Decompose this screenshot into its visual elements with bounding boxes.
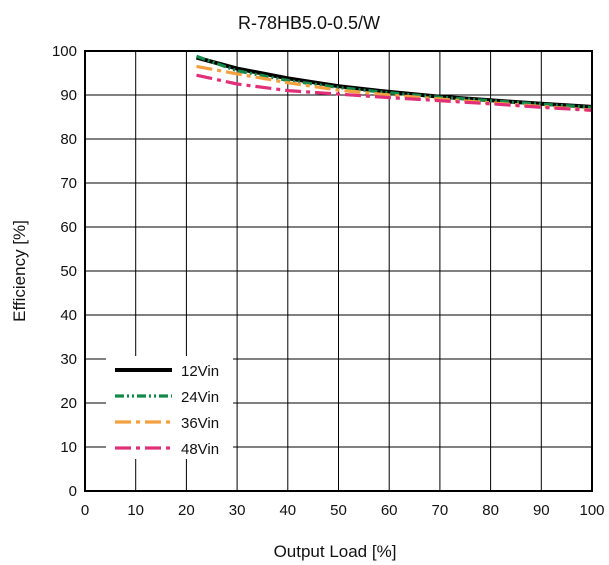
plot-frame <box>84 50 593 492</box>
y-tick-label: 80 <box>60 131 77 148</box>
y-tick-label: 60 <box>60 219 77 236</box>
legend-label: 48Vin <box>181 441 219 458</box>
x-tick-label: 50 <box>330 502 347 519</box>
series-lines <box>195 54 593 112</box>
x-tick-label: 70 <box>432 502 449 519</box>
legend-label: 12Vin <box>181 363 219 380</box>
series-line-48vin <box>196 73 593 112</box>
x-tick-label: 80 <box>482 502 499 519</box>
series-line-24vin <box>195 54 593 109</box>
x-tick-label: 100 <box>579 502 604 519</box>
x-tick-label: 0 <box>81 502 89 519</box>
legend-label: 36Vin <box>181 415 219 432</box>
x-tick-label: 30 <box>229 502 246 519</box>
legend-label: 24Vin <box>181 389 219 406</box>
x-axis-label: Output Load [%] <box>274 542 397 561</box>
y-tick-label: 20 <box>60 395 77 412</box>
x-tick-labels: 0 10 20 30 40 50 60 70 80 90 100 <box>81 502 605 519</box>
y-tick-label: 50 <box>60 263 77 280</box>
y-tick-label: 100 <box>52 43 77 60</box>
y-tick-labels: 0 10 20 30 40 50 60 70 80 90 100 <box>52 43 77 500</box>
y-tick-label: 70 <box>60 175 77 192</box>
x-tick-label: 40 <box>279 502 296 519</box>
series-line-12vin <box>195 55 593 109</box>
legend: 12Vin 24Vin 36Vin 48Vin <box>106 356 233 459</box>
y-tick-label: 10 <box>60 439 77 456</box>
series-line-36vin <box>196 64 593 112</box>
x-tick-label: 60 <box>381 502 398 519</box>
chart-title: R-78HB5.0-0.5/W <box>238 13 380 33</box>
x-tick-label: 20 <box>178 502 195 519</box>
x-tick-label: 90 <box>533 502 550 519</box>
y-tick-label: 90 <box>60 87 77 104</box>
y-axis-label: Efficiency [%] <box>10 220 29 322</box>
y-tick-label: 40 <box>60 307 77 324</box>
x-tick-label: 10 <box>127 502 144 519</box>
y-tick-label: 0 <box>69 483 77 500</box>
y-tick-label: 30 <box>60 351 77 368</box>
legend-background <box>106 356 233 459</box>
